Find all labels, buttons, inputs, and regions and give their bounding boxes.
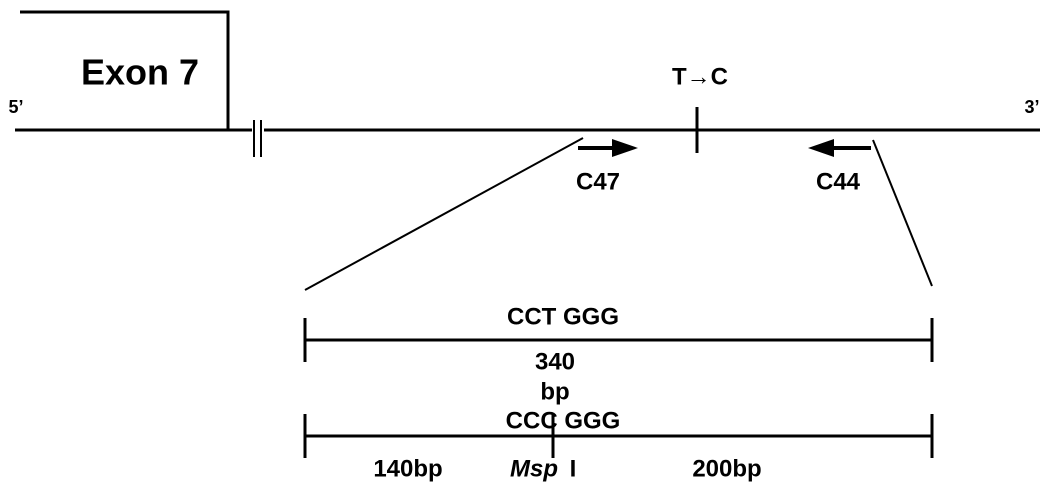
fragment-unit: bp (540, 378, 569, 405)
three-prime-label: 3’ (1024, 97, 1039, 117)
enzyme-name: Msp (510, 455, 558, 482)
left-fragment-label: 140bp (373, 455, 442, 482)
reverse-primer-label: C44 (816, 168, 861, 195)
arrow-head (612, 139, 638, 157)
exon-box (20, 10, 230, 130)
forward-primer-label: C47 (576, 168, 620, 195)
exon-label: Exon 7 (81, 52, 199, 93)
enzyme-suffix: I (570, 455, 577, 482)
mutation-label: T→C (672, 63, 728, 90)
arrow-head (808, 139, 834, 157)
zoom-line (304, 137, 584, 291)
wild-type-site: CCT GGG (507, 303, 619, 330)
zoom-line (872, 139, 933, 287)
five-prime-label: 5’ (8, 97, 23, 117)
fragment-size: 340 (535, 348, 575, 375)
right-fragment-label: 200bp (692, 455, 761, 482)
mutant-site: CCC GGG (506, 407, 621, 434)
